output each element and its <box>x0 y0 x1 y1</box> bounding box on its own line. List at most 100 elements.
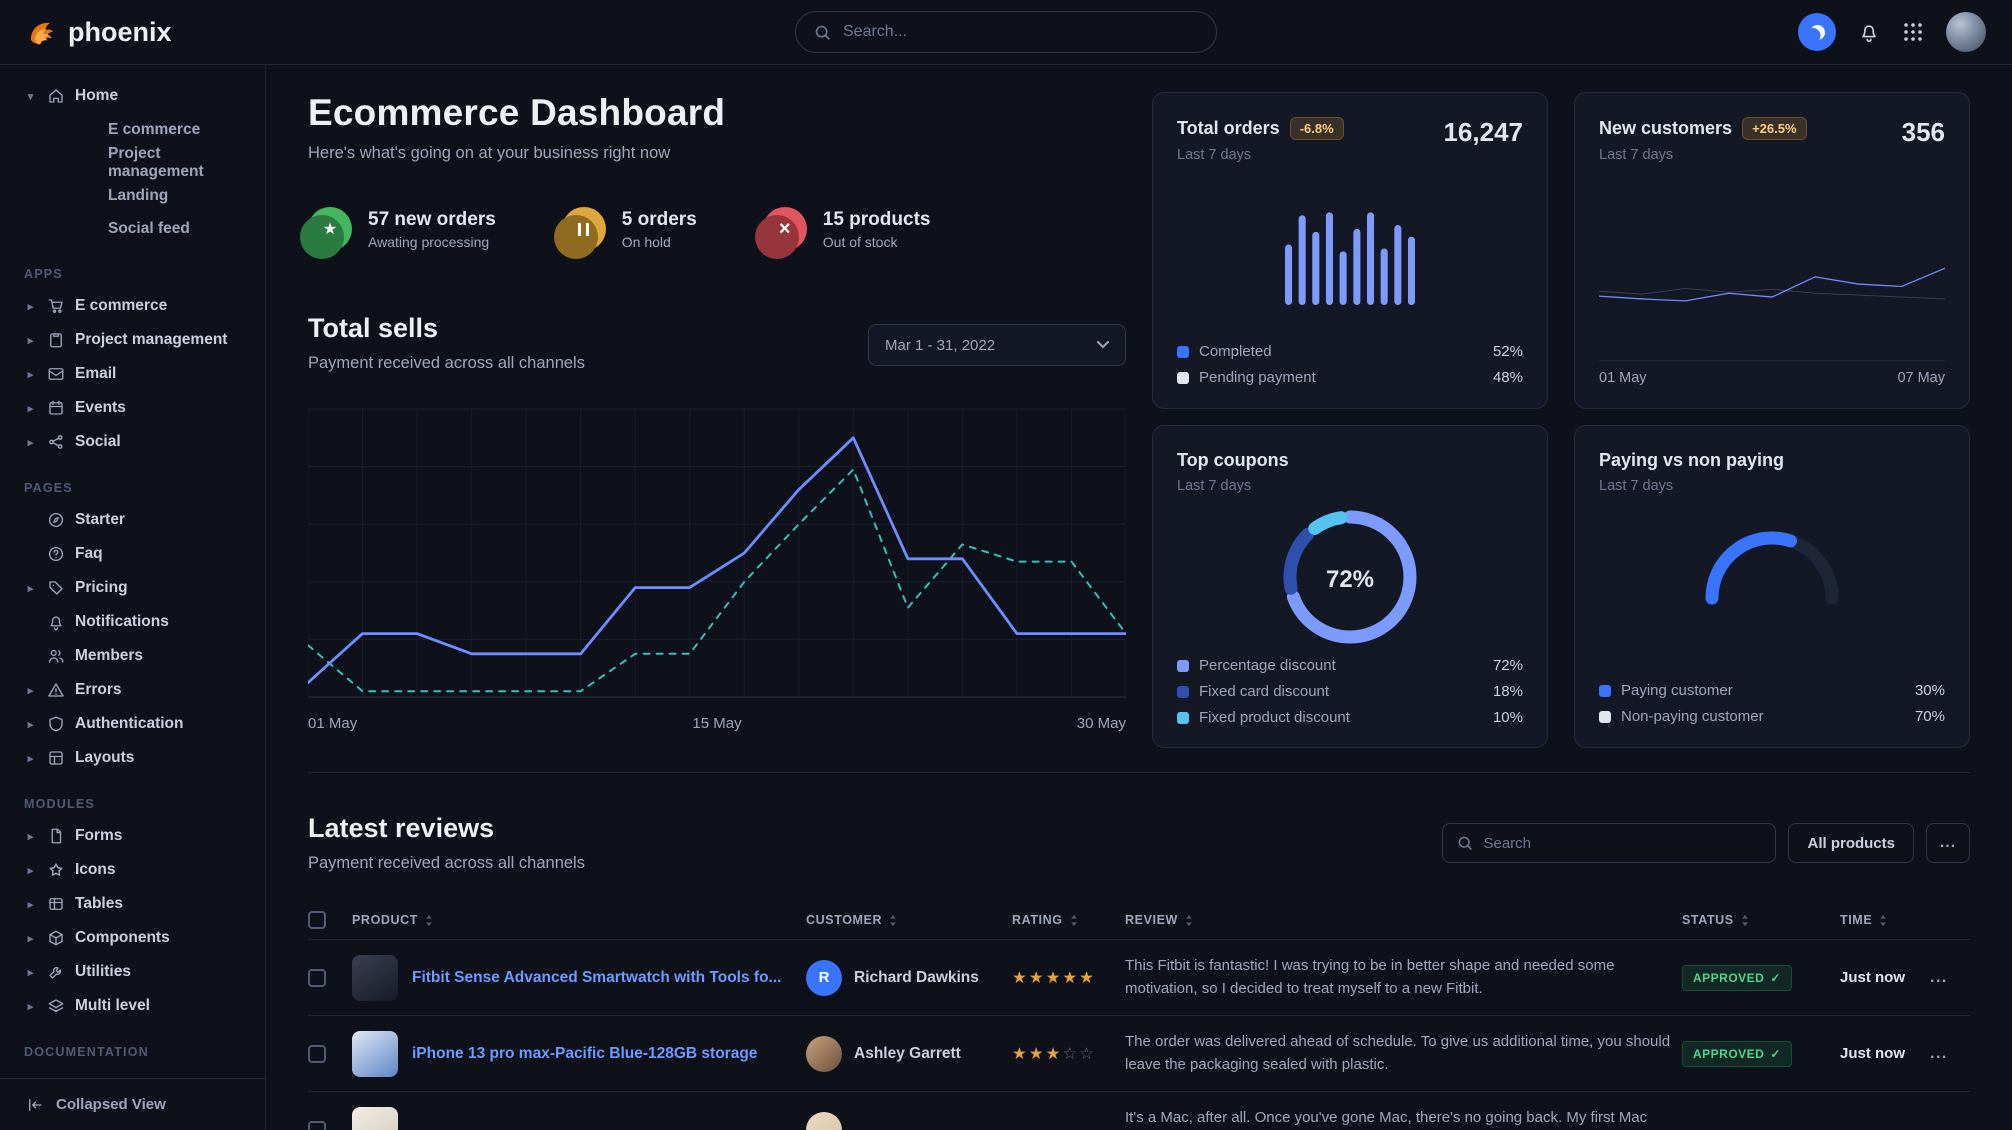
date-range-select[interactable]: Mar 1 - 31, 2022 <box>868 324 1126 366</box>
sidebar-item-members[interactable]: Members <box>12 639 253 673</box>
chevron-right-icon: ▸ <box>27 582 34 595</box>
sidebar-item-components[interactable]: ▸ Components <box>12 921 253 955</box>
global-search[interactable] <box>795 11 1217 53</box>
tool-icon <box>47 963 65 981</box>
column-header-review[interactable]: REVIEW <box>1125 913 1682 927</box>
theme-toggle-button[interactable] <box>1798 13 1836 51</box>
box-icon <box>47 929 65 947</box>
product-link[interactable]: iPhone 13 pro max-Pacific Blue-128GB sto… <box>412 1044 758 1062</box>
legend-value: 48% <box>1492 369 1523 386</box>
column-header-rating[interactable]: RATING <box>1012 913 1125 927</box>
sidebar-section-pages: PAGES <box>24 481 73 495</box>
select-all-checkbox[interactable] <box>308 911 326 929</box>
rating-stars: ★★★☆☆ <box>1012 1044 1096 1063</box>
section-divider <box>308 772 1970 773</box>
reviews-title: Latest reviews <box>308 813 495 843</box>
sidebar-item-events[interactable]: ▸ Events <box>12 391 253 425</box>
all-products-button[interactable]: All products <box>1788 823 1914 863</box>
product-image[interactable] <box>352 1030 398 1077</box>
file-icon <box>47 827 65 845</box>
reviews-search-input[interactable] <box>1483 834 1762 852</box>
card-title: New customers <box>1599 118 1733 138</box>
reviews-controls: All products ... <box>1442 823 1970 863</box>
sidebar-item-utilities[interactable]: ▸ Utilities <box>12 955 253 989</box>
top-coupons-legend: Percentage discount 72% Fixed card discoun… <box>1177 657 1523 726</box>
sidebar-item-multi-level[interactable]: ▸ Multi level <box>12 989 253 1023</box>
sidebar-item-label: Tables <box>75 895 123 912</box>
stat-value: 5 orders <box>621 208 697 230</box>
column-header-product[interactable]: PRODUCT <box>352 913 806 927</box>
stat-blob-success: ★ <box>300 207 352 259</box>
user-avatar[interactable] <box>1946 12 1986 52</box>
sidebar-item-authentication[interactable]: ▸ Authentication <box>12 707 253 741</box>
total-sells-subtitle: Payment received across all channels <box>308 354 585 372</box>
sidebar-item-notifications[interactable]: Notifications <box>12 605 253 639</box>
row-actions-button[interactable]: ... <box>1930 968 1948 986</box>
sort-icon <box>426 914 432 926</box>
alert-icon <box>47 681 65 699</box>
sidebar-subitem-social-feed[interactable]: Social feed <box>108 219 190 237</box>
sidebar-subitem-e-commerce[interactable]: E commerce <box>108 120 201 138</box>
product-image[interactable] <box>352 954 398 1001</box>
chevron-right-icon: ▸ <box>27 402 34 415</box>
sidebar-item-forms[interactable]: ▸ Forms <box>12 819 253 853</box>
product-image[interactable] <box>352 1106 398 1130</box>
sidebar-item-pricing[interactable]: ▸ Pricing <box>12 571 253 605</box>
product-link[interactable]: Fitbit Sense Advanced Smartwatch with To… <box>412 968 782 986</box>
reviews-more-button[interactable]: ... <box>1926 823 1970 863</box>
customer-name[interactable]: Richard Dawkins <box>854 968 979 986</box>
legend-label: Pending payment <box>1199 369 1316 386</box>
brand[interactable]: phoenix <box>26 16 172 48</box>
sort-icon <box>1186 914 1192 926</box>
review-time: Just now <box>1840 1045 1906 1062</box>
sidebar-item-home[interactable]: ▾ Home <box>12 79 253 113</box>
chevron-right-icon: ▸ <box>27 1000 34 1013</box>
review-text: It's a Mac, after all. Once you've gone … <box>1125 1109 1648 1126</box>
status-badge: APPROVED ✓ <box>1682 1040 1792 1067</box>
tag-icon <box>47 579 65 597</box>
sidebar-item-icons[interactable]: ▸ Icons <box>12 853 253 887</box>
star-icon: ★ <box>322 221 338 238</box>
customer-avatar <box>806 1111 842 1130</box>
column-header-customer[interactable]: CUSTOMER <box>806 913 1012 927</box>
sidebar-item-layouts[interactable]: ▸ Layouts <box>12 741 253 775</box>
column-header-time[interactable]: TIME <box>1840 913 1930 927</box>
check-icon: ✓ <box>1770 1046 1781 1061</box>
chevron-right-icon: ▸ <box>27 898 34 911</box>
stat-caption: On hold <box>621 233 671 250</box>
collapse-icon <box>26 1096 44 1114</box>
sidebar-item-email[interactable]: ▸ Email <box>12 357 253 391</box>
global-search-input[interactable] <box>843 23 1198 41</box>
apps-grid-button[interactable] <box>1902 21 1924 43</box>
row-checkbox[interactable] <box>308 1120 326 1130</box>
row-checkbox[interactable] <box>308 1044 326 1063</box>
sidebar-item-faq[interactable]: Faq <box>12 537 253 571</box>
row-checkbox[interactable] <box>308 968 326 987</box>
sidebar-item-errors[interactable]: ▸ Errors <box>12 673 253 707</box>
customer-name[interactable]: Ashley Garrett <box>854 1044 961 1062</box>
sidebar-item-label: Email <box>75 365 117 382</box>
legend-swatch <box>1177 345 1189 358</box>
sidebar-item-label: Social <box>75 433 121 450</box>
check-icon: ✓ <box>1770 970 1781 985</box>
sidebar-subitem-landing[interactable]: Landing <box>108 186 169 204</box>
notifications-button[interactable] <box>1858 21 1880 43</box>
sidebar-item-social[interactable]: ▸ Social <box>12 425 253 459</box>
paying-legend: Paying customer 30% Non-paying customer 70% <box>1599 682 1945 725</box>
legend-value: 70% <box>1914 708 1945 725</box>
sidebar-item-project-management[interactable]: ▸ Project management <box>12 323 253 357</box>
sidebar-item-e-commerce[interactable]: ▸ E commerce <box>12 289 253 323</box>
sidebar-item-starter[interactable]: Starter <box>12 503 253 537</box>
sidebar-subitem-project-management[interactable]: Project management <box>108 144 204 180</box>
reviews-search[interactable] <box>1442 823 1777 863</box>
row-actions-button[interactable]: ... <box>1930 1121 1948 1130</box>
column-header-status[interactable]: STATUS <box>1682 913 1840 927</box>
row-actions-button[interactable]: ... <box>1930 1044 1948 1062</box>
collapsed-view-toggle[interactable]: Collapsed View <box>0 1078 265 1130</box>
sidebar-section-documentation: DOCUMENTATION <box>24 1045 149 1059</box>
legend-value: 72% <box>1492 657 1523 674</box>
sidebar-item-tables[interactable]: ▸ Tables <box>12 887 253 921</box>
shield-icon <box>47 715 65 733</box>
review-row: It's a Mac, after all. Once you've gone … <box>308 1091 1970 1130</box>
review-text: The order was delivered ahead of schedul… <box>1125 1033 1671 1073</box>
